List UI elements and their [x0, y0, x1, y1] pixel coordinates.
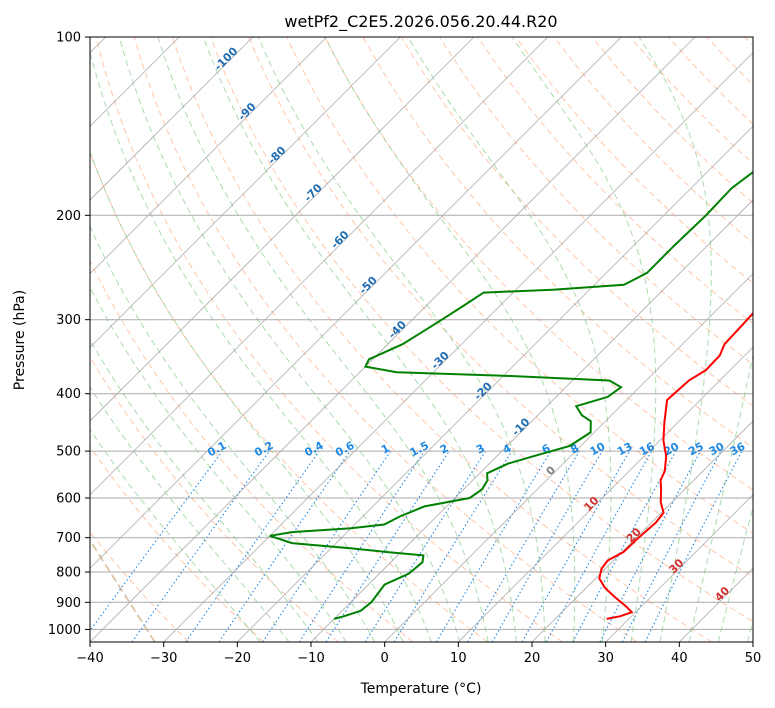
grid-lines — [90, 37, 753, 642]
y-tick-label: 500 — [56, 445, 81, 460]
plot-frame — [89, 36, 754, 643]
moist-adiabat-line — [90, 385, 290, 642]
x-axis-ticks: −40 −30 −20 −10 0 10 20 30 40 50 — [76, 642, 761, 666]
moist-adiabat-line — [638, 37, 712, 642]
y-tick-label: 800 — [56, 566, 81, 581]
mixing-ratio-line — [521, 450, 630, 642]
dry-adiabat-line — [324, 37, 753, 491]
y-tick-label: 1000 — [48, 623, 81, 638]
y-tick-label: 600 — [56, 492, 81, 507]
moist-adiabat-line — [90, 49, 432, 642]
mixing-ratio-label: 13 — [615, 440, 635, 459]
dry-adiabat-line — [286, 37, 753, 534]
dry-adiabat-line — [90, 259, 414, 642]
x-tick-label: −20 — [224, 651, 251, 666]
dry-adiabat-line — [248, 37, 753, 578]
dry-adiabat-line — [90, 445, 264, 642]
mixing-ratio-line — [325, 450, 450, 642]
dry-adiabat-line — [95, 37, 563, 642]
mixing-ratio-line — [131, 450, 270, 642]
mixing-ratio-line — [393, 450, 513, 642]
moist-adiabat-line — [90, 225, 376, 642]
isotherm-line — [90, 37, 254, 201]
mixing-ratio-label: 30 — [707, 440, 727, 459]
isotherm-line — [90, 37, 327, 275]
dry-adiabat-line — [515, 37, 753, 284]
dry-adiabat-line — [171, 37, 712, 642]
mixing-ratio-label: 36 — [728, 440, 748, 459]
isotherm-line — [531, 420, 753, 642]
x-tick-label: 0 — [381, 651, 389, 666]
isotherm-line — [458, 346, 753, 642]
moist-adiabat-line — [90, 150, 404, 642]
reference-lines — [90, 37, 753, 642]
temperature-line — [598, 311, 753, 620]
isotherm-line — [90, 37, 548, 496]
mixing-ratio-line — [218, 450, 351, 642]
moist-adiabat-line — [90, 428, 261, 642]
x-tick-label: 20 — [524, 651, 541, 666]
chart-title: wetPf2_C2E5.2026.056.20.44.R20 — [284, 12, 557, 32]
mixing-ratio-label: 16 — [637, 440, 657, 459]
mixing-ratio-line — [185, 450, 320, 642]
moist-adiabat-line — [90, 338, 319, 642]
moist-adiabat-line — [324, 37, 576, 642]
y-tick-label: 700 — [56, 531, 81, 546]
x-axis-label: Temperature (°C) — [360, 681, 482, 697]
y-tick-label: 400 — [56, 387, 81, 402]
mixing-ratio-line — [644, 450, 743, 642]
y-tick-label: 300 — [56, 313, 81, 328]
moist-adiabat-line — [202, 37, 517, 642]
isotherm-line — [605, 494, 753, 642]
x-tick-label: 50 — [745, 651, 762, 666]
x-tick-label: −10 — [297, 651, 324, 666]
isotherm-line — [237, 125, 753, 642]
x-tick-label: 10 — [450, 651, 467, 666]
moist-adiabat-line — [257, 37, 546, 642]
y-tick-label: 900 — [56, 596, 81, 611]
y-axis-ticks: 1000 900 800 700 600 500 400 300 200 100 — [48, 31, 90, 638]
mixing-ratio-line — [90, 450, 223, 632]
mixing-ratio-line — [545, 450, 653, 642]
profiles — [269, 170, 753, 620]
dewpoint-line — [269, 170, 753, 620]
isotherm-line — [90, 37, 696, 642]
moist-adiabat-line — [90, 286, 347, 642]
y-axis-label: Pressure (hPa) — [12, 290, 28, 390]
x-tick-label: −30 — [150, 651, 177, 666]
mixing-ratio-line — [262, 450, 392, 642]
isotherm-line — [384, 273, 753, 642]
mixing-ratio-line — [298, 450, 425, 642]
isotherm-line — [163, 52, 753, 642]
mixing-ratio-line — [572, 450, 677, 642]
x-tick-label: 40 — [671, 651, 688, 666]
moist-adiabat-line — [511, 37, 657, 642]
isotherm-line — [310, 199, 753, 642]
y-tick-label: 100 — [56, 31, 81, 46]
moist-adiabat-line — [118, 37, 461, 642]
pseudo-adiabat-line — [90, 538, 156, 642]
isotherm-line — [90, 37, 401, 348]
moist-adiabat-line — [407, 37, 612, 642]
x-tick-label: −40 — [76, 651, 103, 666]
y-tick-label: 200 — [56, 209, 81, 224]
mixing-ratio-label: 25 — [686, 440, 706, 459]
moist-adiabat-line — [157, 37, 489, 642]
dry-adiabat-line — [90, 356, 339, 642]
isotherm-line — [90, 37, 622, 569]
isotherm-line — [90, 37, 475, 422]
moist-adiabat-line — [688, 352, 753, 642]
x-tick-label: 30 — [597, 651, 614, 666]
moist-adiabat-line — [717, 505, 753, 642]
mixing-ratio-label: 10 — [588, 440, 608, 459]
dry-adiabat-line — [210, 37, 753, 623]
dry-adiabat-line — [133, 37, 638, 642]
